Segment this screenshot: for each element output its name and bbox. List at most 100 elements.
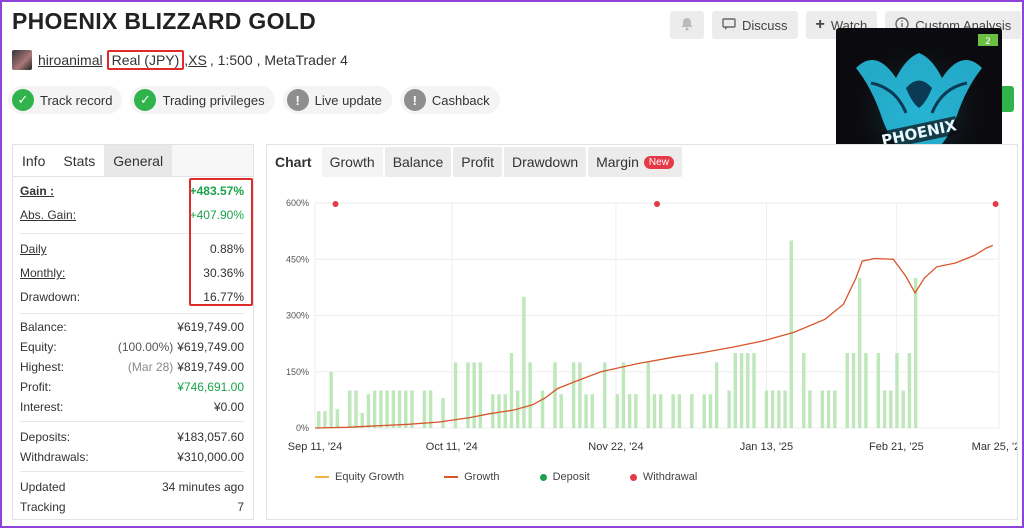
stats-panel: Info Stats General Gain : +483.57% Abs. … (12, 144, 254, 520)
tab-profit[interactable]: Profit (453, 147, 502, 177)
growth-chart[interactable]: 600% 450% 300% 150% 0% Sep 11, '24 Oct 11, '24… (267, 185, 1017, 465)
deposit-bar (677, 394, 682, 428)
deposit-bar (522, 296, 526, 428)
discuss-button[interactable]: Discuss (712, 11, 798, 39)
comma-separator: , (184, 52, 189, 68)
stat-value: 34 minutes ago (161, 480, 244, 494)
stat-label[interactable]: Daily (20, 242, 47, 256)
stat-label[interactable]: Gain : (20, 184, 55, 198)
stat-balance: Balance: ¥619,749.00 (13, 317, 253, 337)
deposit-bar (360, 413, 364, 428)
avatar[interactable] (12, 50, 32, 70)
deposit-bar (528, 362, 532, 428)
exclamation-icon: ! (403, 89, 426, 111)
badge-live-update[interactable]: ! Live update (282, 86, 392, 114)
deposit-bar (603, 362, 607, 428)
x-tick-label: Nov 22, '24 (588, 441, 643, 453)
chart-panel: Chart Growth Balance Profit Drawdown Mar… (266, 144, 1018, 520)
tab-info[interactable]: Info (13, 145, 55, 176)
tab-balance[interactable]: Balance (384, 147, 452, 177)
deposit-bar (864, 353, 868, 428)
deposit-bar (783, 390, 787, 428)
tab-margin[interactable]: Margin New (588, 147, 682, 177)
tab-general[interactable]: General (104, 145, 173, 176)
badge-label: Live update (314, 92, 382, 108)
stat-highest: Highest: (Mar 28) ¥819,749.00 (13, 357, 253, 377)
stat-gain: Gain : +483.57% (13, 181, 253, 201)
stat-label: Deposits: (20, 430, 71, 444)
deposit-bar (702, 394, 706, 428)
stat-label: Updated (20, 480, 66, 494)
withdrawal-marker (332, 201, 339, 207)
deposit-bar (317, 411, 321, 428)
username-link[interactable]: hiroanimal (38, 52, 103, 68)
deposit-bar (826, 390, 831, 428)
stat-label[interactable]: Abs. Gain: (20, 208, 77, 222)
stat-note: (100.00%) (117, 340, 174, 354)
stat-equity: Equity: (100.00%) ¥619,749.00 (13, 337, 253, 357)
bell-icon (679, 16, 695, 35)
legend-swatch (315, 476, 329, 478)
deposit-bar (652, 394, 657, 428)
deposit-bar (659, 394, 663, 428)
deposit-bar (634, 394, 638, 428)
deposit-bar (509, 353, 514, 428)
y-tick-label: 150% (286, 367, 309, 377)
badge-track-record[interactable]: ✓ Track record (8, 86, 123, 114)
legend-withdrawal[interactable]: Withdrawal (629, 471, 698, 483)
deposit-bar (348, 390, 352, 428)
deposit-bar (882, 390, 887, 428)
server-link[interactable]: XS (188, 52, 207, 68)
notify-button[interactable] (670, 11, 704, 39)
deposit-bar (820, 390, 825, 428)
deposit-bar (746, 353, 750, 428)
tab-stats[interactable]: Stats (54, 145, 105, 176)
deposit-bar (410, 390, 414, 428)
deposit-bar (808, 390, 812, 428)
deposit-bar (690, 394, 694, 428)
legend-swatch (629, 473, 637, 481)
chart-tabs: Chart Growth Balance Profit Drawdown Mar… (267, 147, 682, 177)
deposit-bar (615, 394, 619, 428)
stat-value: ¥619,749.00 (177, 320, 244, 334)
tab-growth[interactable]: Growth (321, 147, 383, 177)
tab-drawdown[interactable]: Drawdown (503, 147, 587, 177)
stat-value: 16.77% (203, 290, 244, 304)
legend-equity-growth[interactable]: Equity Growth (315, 471, 404, 483)
badge-label: Track record (40, 92, 113, 108)
deposit-bar (913, 278, 918, 428)
tab-chart[interactable]: Chart (267, 147, 320, 177)
divider (20, 471, 244, 472)
stat-label: Highest: (20, 360, 65, 374)
x-tick-label: Sep 11, '24 (288, 441, 343, 453)
stat-drawdown: Drawdown: 16.77% (13, 287, 253, 307)
chat-icon (722, 17, 736, 33)
deposit-bar (578, 362, 582, 428)
legend-label: Deposit (552, 471, 590, 483)
stat-value: ¥0.00 (213, 400, 244, 414)
deposit-bar (559, 394, 563, 428)
new-badge: New (643, 155, 674, 169)
account-subline: hiroanimal Real (JPY) , XS , 1:500 , Met… (12, 48, 348, 72)
deposit-bar (671, 394, 675, 428)
legend-label: Withdrawal (642, 471, 698, 483)
stat-tracking: Tracking 7 (13, 497, 253, 517)
stat-updated: Updated 34 minutes ago (13, 477, 253, 497)
stat-label: Profit: (20, 380, 52, 394)
y-tick-label: 450% (286, 254, 309, 264)
deposit-bar (646, 362, 650, 428)
badge-cashback[interactable]: ! Cashback (399, 86, 500, 114)
legend-swatch (539, 473, 547, 481)
deposit-bar (397, 390, 402, 428)
badge-trading-privileges[interactable]: ✓ Trading privileges (130, 86, 275, 114)
account-type-label: Real (JPY) (106, 50, 185, 70)
deposit-bar (379, 390, 383, 428)
side-green-tab[interactable] (1002, 86, 1014, 112)
stat-value: +407.90% (189, 208, 244, 222)
deposit-bar (329, 371, 333, 428)
legend-deposit[interactable]: Deposit (539, 471, 590, 483)
stat-daily: Daily 0.88% (13, 239, 253, 259)
stat-label[interactable]: Monthly: (20, 266, 66, 280)
legend-growth[interactable]: Growth (444, 471, 500, 483)
check-icon: ✓ (134, 89, 157, 111)
